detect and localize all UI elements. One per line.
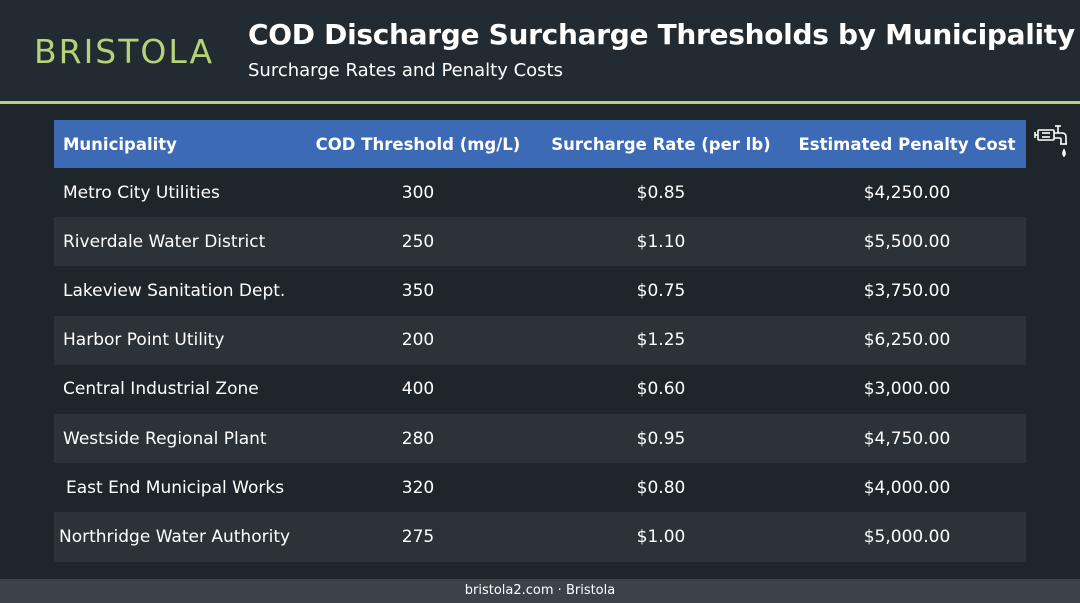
- cell-penalty: $6,250.00: [863, 330, 951, 351]
- column-header-penalty: Estimated Penalty Cost: [798, 134, 1016, 154]
- table-row: Westside Regional Plant 280 $0.95 $4,750…: [54, 413, 1026, 464]
- cell-rate: $0.80: [636, 477, 686, 498]
- surcharge-table: Municipality COD Threshold (mg/L) Surcha…: [54, 120, 1026, 562]
- cell-municipality: Lakeview Sanitation Dept.: [63, 280, 286, 301]
- cell-penalty: $4,000.00: [863, 477, 951, 498]
- page-footer: bristola2.com · Bristola: [0, 579, 1080, 603]
- header-divider: [0, 101, 1080, 104]
- cell-threshold: 280: [401, 428, 435, 449]
- cell-rate: $1.10: [636, 231, 686, 252]
- cell-penalty: $3,000.00: [863, 379, 951, 400]
- cell-threshold: 400: [401, 379, 435, 400]
- page-title: COD Discharge Surcharge Thresholds by Mu…: [248, 18, 1075, 51]
- cell-municipality: Metro City Utilities: [63, 182, 220, 203]
- cell-threshold: 350: [401, 280, 435, 301]
- cell-penalty: $3,750.00: [863, 280, 951, 301]
- cell-municipality: Riverdale Water District: [63, 231, 266, 252]
- cell-rate: $0.60: [636, 379, 686, 400]
- cell-threshold: 275: [401, 526, 435, 547]
- cell-threshold: 320: [401, 477, 435, 498]
- cell-penalty: $5,000.00: [863, 526, 951, 547]
- table-row: East End Municipal Works 320 $0.80 $4,00…: [54, 463, 1026, 512]
- cell-municipality: Northridge Water Authority: [59, 526, 291, 547]
- table-row: Harbor Point Utility 200 $1.25 $6,250.00: [54, 315, 1026, 365]
- column-header-municipality: Municipality: [63, 134, 177, 154]
- column-header-threshold: COD Threshold (mg/L): [315, 134, 521, 154]
- water-pipe-faucet-icon: [1034, 124, 1070, 164]
- cell-penalty: $4,250.00: [863, 182, 951, 203]
- table-row: Central Industrial Zone 400 $0.60 $3,000…: [54, 365, 1026, 414]
- cell-penalty: $5,500.00: [863, 231, 951, 252]
- page-header: BRISTOLA COD Discharge Surcharge Thresho…: [0, 0, 1080, 101]
- table-row: Northridge Water Authority 275 $1.00 $5,…: [54, 512, 1026, 562]
- cell-penalty: $4,750.00: [863, 428, 951, 449]
- cell-municipality: Central Industrial Zone: [63, 379, 259, 400]
- table-header-row: Municipality COD Threshold (mg/L) Surcha…: [54, 120, 1026, 168]
- table-row: Riverdale Water District 250 $1.10 $5,50…: [54, 217, 1026, 267]
- cell-municipality: Harbor Point Utility: [63, 330, 225, 351]
- column-header-rate: Surcharge Rate (per lb): [551, 134, 771, 154]
- table-row: Lakeview Sanitation Dept. 350 $0.75 $3,7…: [54, 266, 1026, 315]
- cell-threshold: 300: [401, 182, 435, 203]
- cell-municipality: Westside Regional Plant: [63, 428, 267, 449]
- cell-rate: $0.75: [636, 280, 686, 301]
- page-subtitle: Surcharge Rates and Penalty Costs: [248, 60, 563, 81]
- table-row: Metro City Utilities 300 $0.85 $4,250.00: [54, 168, 1026, 217]
- cell-rate: $1.25: [636, 330, 686, 351]
- cell-rate: $0.95: [636, 428, 686, 449]
- cell-rate: $1.00: [636, 526, 686, 547]
- brand-logo: BRISTOLA: [34, 32, 215, 71]
- cell-rate: $0.85: [636, 182, 686, 203]
- cell-municipality: East End Municipal Works: [66, 477, 285, 498]
- cell-threshold: 200: [401, 330, 435, 351]
- cell-threshold: 250: [401, 231, 435, 252]
